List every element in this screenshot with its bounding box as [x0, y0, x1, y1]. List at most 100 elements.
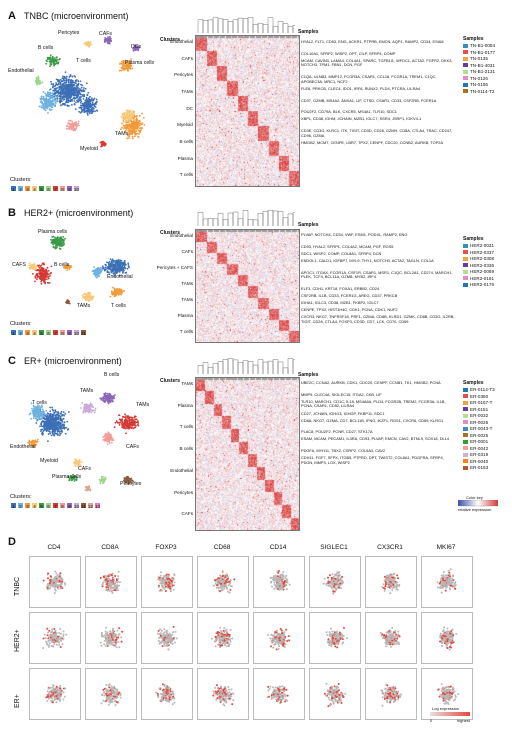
expression-cell	[56, 574, 59, 577]
dendrogram-branch	[227, 358, 234, 374]
umap-cell	[49, 419, 52, 422]
umap-cell	[84, 293, 87, 296]
umap-cell	[56, 246, 58, 249]
samples-c-legend-title: Samples	[463, 380, 484, 386]
sample-legend-item: TN-B1-4031	[463, 63, 495, 68]
expression-cell	[167, 583, 170, 586]
umap-c-label: TAMs	[136, 402, 150, 408]
heatmap-row-label: T cells	[179, 329, 193, 334]
expression-cell	[58, 579, 61, 582]
expression-cell	[164, 585, 167, 588]
umap-cell	[113, 287, 116, 290]
umap-cell	[127, 417, 130, 420]
umap-cell	[132, 47, 134, 50]
umap-cell	[55, 56, 58, 59]
umap-cell	[119, 421, 121, 424]
umap-cell	[76, 92, 79, 95]
umap-cell	[132, 117, 135, 120]
umap-cell	[129, 60, 132, 63]
umap-cell	[138, 119, 140, 122]
heatmap-row-label: Plasma	[177, 313, 193, 318]
dendrogram-branch	[287, 26, 294, 33]
marker-gene-list: XBP1, CD38, IGHM, JCHAIN, MZB1, IGLC7, S…	[301, 116, 422, 122]
umap-cell	[35, 443, 38, 446]
umap-cell	[135, 132, 138, 135]
sample-legend-item: HER2-0161	[463, 276, 494, 281]
dendrogram-branch	[287, 213, 294, 226]
umap-cell	[32, 439, 34, 442]
umap-cell	[83, 107, 86, 110]
umap-cell	[97, 274, 100, 277]
umap-cell	[62, 78, 65, 81]
umap-cell	[56, 95, 59, 98]
umap-cell	[47, 416, 50, 419]
umap-cell	[122, 272, 124, 274]
expression-cell	[51, 582, 54, 585]
umap-cell	[134, 45, 137, 48]
expression-cell	[160, 571, 163, 574]
umap-cell	[96, 267, 99, 270]
dendrogram-a	[197, 16, 295, 33]
heatmap-row-label: Endothelial	[170, 233, 193, 238]
heatmap-row-label: B cells	[179, 139, 193, 144]
umap-cell	[124, 420, 126, 422]
umap-cell	[91, 103, 94, 106]
expression-cell	[111, 578, 114, 581]
umap-cell	[42, 102, 44, 105]
expression-cell	[61, 580, 64, 583]
umap-cell	[48, 281, 51, 284]
umap-cell	[120, 262, 123, 265]
umap-cell	[131, 133, 134, 136]
umap-cell	[113, 426, 116, 429]
umap-cell	[100, 397, 103, 400]
umap-cell	[140, 127, 143, 130]
umap-cell	[75, 127, 78, 130]
umap-cell	[128, 120, 131, 123]
expression-cell	[161, 579, 164, 582]
umap-cell	[47, 433, 50, 435]
umap-cell	[67, 122, 70, 125]
expression-cell	[158, 589, 161, 592]
umap-cell	[39, 101, 42, 103]
umap-cell	[136, 421, 138, 424]
umap-cell	[60, 412, 62, 415]
umap-cell	[135, 424, 137, 427]
umap-cell	[121, 421, 124, 424]
umap-cell	[66, 105, 69, 107]
umap-cell	[65, 101, 68, 104]
umap-cell	[129, 132, 132, 135]
cluster-box: 2	[17, 502, 24, 509]
umap-cell	[34, 280, 36, 283]
umap-cell	[77, 120, 80, 123]
umap-cell	[132, 126, 135, 129]
umap-cell	[91, 270, 94, 273]
umap-cell	[79, 98, 82, 101]
umap-cell	[35, 440, 38, 443]
umap-cell	[54, 236, 56, 239]
umap-cell	[74, 458, 76, 461]
umap-cell	[84, 489, 87, 492]
umap-cell	[117, 264, 120, 267]
umap-cell	[124, 416, 127, 418]
umap-cell	[64, 91, 67, 94]
sample-legend-item: TN-B1-0177	[463, 50, 495, 55]
umap-c-label: T cells	[32, 400, 47, 406]
umap-cell	[45, 62, 48, 65]
umap-cell	[34, 275, 37, 277]
umap-cell	[103, 268, 106, 270]
umap-cell	[59, 96, 62, 98]
umap-cell	[83, 408, 86, 411]
umap-cell	[127, 264, 130, 266]
umap-cell	[43, 413, 46, 416]
umap-cell	[126, 124, 128, 127]
umap-cell	[50, 425, 53, 427]
heatmap-row-label: TAMs	[181, 381, 193, 386]
dendrogram-branch	[267, 360, 274, 374]
umap-cell	[89, 489, 92, 492]
umap-cell	[119, 419, 122, 422]
umap-cell	[141, 112, 144, 115]
expression-cell	[116, 585, 119, 588]
sample-legend-item: TN-B1-2131	[463, 69, 495, 74]
umap-cell	[45, 278, 48, 281]
expression-umap-thumbnail	[85, 556, 137, 608]
